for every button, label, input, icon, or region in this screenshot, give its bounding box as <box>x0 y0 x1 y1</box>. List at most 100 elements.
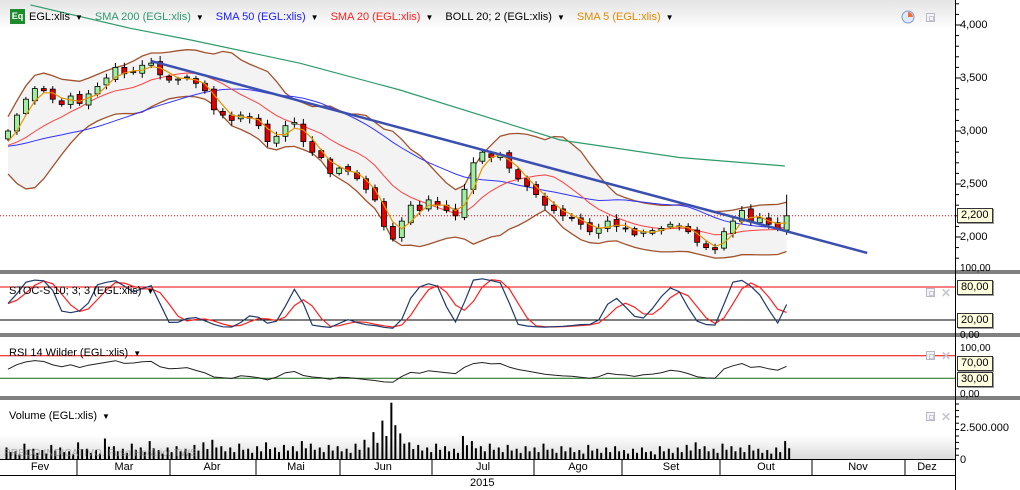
candle-body <box>407 204 414 224</box>
price-tick-label: 2,000 <box>960 231 988 243</box>
stoch-title-row: STOC-S 10; 3; 3 (EGL:xlis) ▼ <box>9 285 166 298</box>
sma200-dropdown-icon[interactable]: ▼ <box>195 12 204 22</box>
candle-body <box>121 67 128 75</box>
candle-body <box>703 243 709 248</box>
legend-sma20[interactable]: SMA 20 (EGL:xlis) <box>330 11 421 23</box>
candle-body <box>363 178 369 190</box>
candle-body <box>166 76 173 81</box>
stoch-d-line <box>7 279 787 328</box>
stoch-panel[interactable] <box>0 278 955 329</box>
candle-body <box>622 227 629 230</box>
close-stoch-icon[interactable]: ✕ <box>941 286 952 300</box>
last-price-badge: 2,200 <box>957 208 993 223</box>
bollinger-band-fill <box>8 49 787 259</box>
candle-body <box>85 93 92 106</box>
candle-body <box>219 110 226 116</box>
candle-body <box>380 201 387 227</box>
stoch-upper-badge: 80,00 <box>957 280 993 295</box>
candle-body <box>613 219 620 227</box>
maximize-main-icon[interactable] <box>926 13 935 22</box>
volume-title[interactable]: Volume (EGL:xlis) <box>9 410 98 422</box>
month-label: Jun <box>374 461 392 473</box>
candle-body <box>712 247 718 251</box>
candle-body <box>282 125 289 137</box>
candle-body <box>309 141 316 153</box>
candle-body <box>175 78 181 81</box>
close-volume-icon[interactable]: ✕ <box>941 410 952 424</box>
volume-panel[interactable] <box>5 402 791 459</box>
sma50-line <box>7 88 787 229</box>
symbol-dropdown-icon[interactable]: ▼ <box>74 12 83 22</box>
maximize-volume-icon[interactable] <box>926 412 935 421</box>
candle-body <box>747 208 754 222</box>
boll-dropdown-icon[interactable]: ▼ <box>556 12 565 22</box>
month-label: Set <box>662 461 680 473</box>
rsi-axis-top: 100,00 <box>960 343 991 354</box>
candle-body <box>542 195 548 206</box>
maximize-stoch-icon[interactable] <box>926 288 935 297</box>
symbol-label[interactable]: EGL:xlis <box>29 11 70 23</box>
candle-body <box>58 100 65 105</box>
candle-body <box>756 217 763 224</box>
price-panel[interactable] <box>0 4 955 259</box>
year-label: 2015 <box>470 477 495 489</box>
month-label: Nov <box>848 461 868 473</box>
volume-dropdown-icon[interactable]: ▼ <box>102 411 110 421</box>
candle-body <box>103 77 110 86</box>
candle-body <box>551 204 557 211</box>
month-label: Mar <box>114 461 134 473</box>
volume-title-row: Volume (EGL:xlis) ▼ <box>9 410 122 423</box>
candle-body <box>389 225 396 240</box>
candle-body <box>721 231 727 249</box>
watermark: PREÇO INDICATIVO. Fuso Horário: TWS <box>4 448 197 459</box>
sma5-line <box>7 66 787 248</box>
stoch-title[interactable]: STOC-S 10; 3; 3 (EGL:xlis) <box>9 285 142 297</box>
rsi-lower-badge: 30,00 <box>957 372 993 387</box>
rsi-dropdown-icon[interactable]: ▼ <box>133 348 142 358</box>
stoch-axis-bottom: 0,00 <box>960 330 980 341</box>
rsi-panel[interactable] <box>0 355 955 383</box>
legend-sma5[interactable]: SMA 5 (EGL:xlis) <box>576 11 661 23</box>
candle-body <box>300 123 307 143</box>
close-rsi-icon[interactable]: ✕ <box>941 349 952 363</box>
candle-body <box>112 67 119 80</box>
month-label: Dez <box>917 461 937 473</box>
price-tick-label: 3,000 <box>960 125 988 137</box>
maximize-rsi-icon[interactable] <box>926 351 935 360</box>
stoch-axis-top: 100,00 <box>960 263 991 274</box>
candle-body <box>130 71 137 74</box>
candle-body <box>631 228 638 236</box>
legend-sma200[interactable]: SMA 200 (EGL:xlis) <box>94 11 191 23</box>
sma50-dropdown-icon[interactable]: ▼ <box>310 12 319 22</box>
stoch-dropdown-icon[interactable]: ▼ <box>146 286 155 296</box>
month-label: Fev <box>30 461 50 473</box>
candle-body <box>22 98 29 114</box>
rsi-line <box>7 360 787 383</box>
candle-body <box>76 94 83 104</box>
candle-body <box>336 167 343 174</box>
clock-icon[interactable] <box>901 10 915 24</box>
sma5-dropdown-icon[interactable]: ▼ <box>665 12 674 22</box>
stoch-lower-badge: 20,00 <box>957 313 993 328</box>
candle-body <box>40 88 47 92</box>
candle-body <box>667 223 674 228</box>
legend-sma50[interactable]: SMA 50 (EGL:xlis) <box>215 11 306 23</box>
candle-body <box>5 130 11 140</box>
candle-body <box>184 76 190 79</box>
header-bar <box>0 0 955 30</box>
price-tick-label: 4,000 <box>960 19 988 31</box>
sma20-line <box>7 72 787 236</box>
trendline <box>150 59 868 255</box>
month-label: Out <box>757 461 775 473</box>
candle-body <box>291 122 298 125</box>
candle-body <box>604 220 611 229</box>
sma20-dropdown-icon[interactable]: ▼ <box>425 12 434 22</box>
legend-boll[interactable]: BOLL 20; 2 (EGL:xlis) <box>445 11 552 23</box>
month-label: Abr <box>203 461 221 473</box>
candle-body <box>586 222 593 233</box>
candle-body <box>595 228 602 234</box>
rsi-title[interactable]: RSI 14 Wilder (EGL:xlis) <box>9 347 129 359</box>
bollinger-upper-line <box>7 49 787 213</box>
